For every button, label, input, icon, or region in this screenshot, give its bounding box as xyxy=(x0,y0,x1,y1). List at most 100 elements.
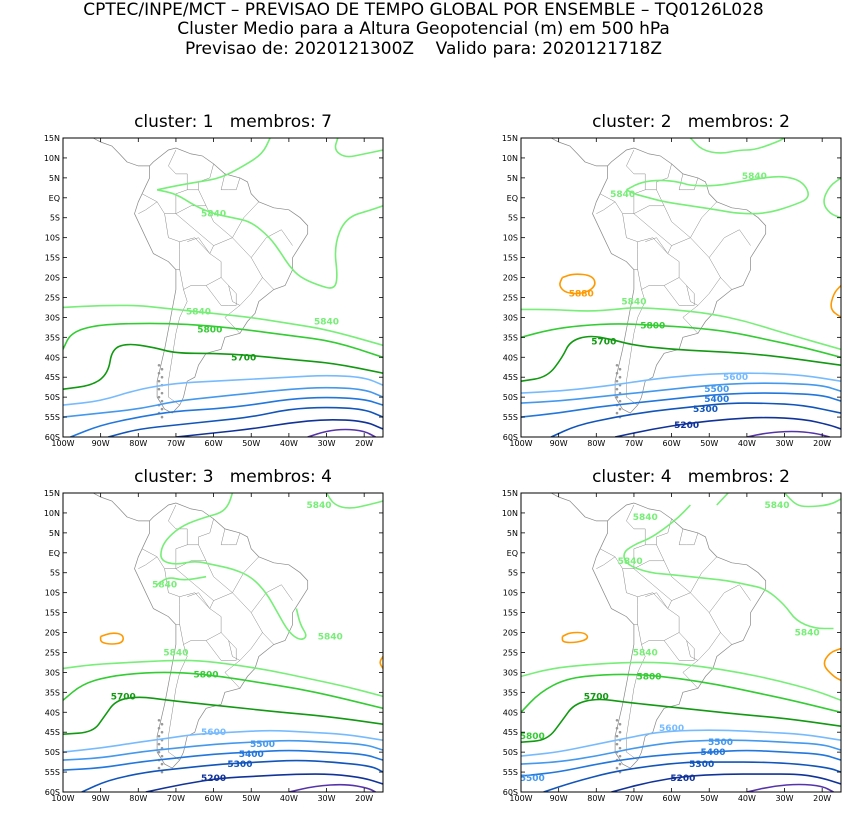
chile-island xyxy=(618,746,622,750)
contour-5300 xyxy=(543,761,841,792)
country-border xyxy=(187,163,214,191)
contour-label: 5500 xyxy=(520,774,545,784)
chile-island xyxy=(157,718,161,722)
contour-label: 5840 xyxy=(764,501,789,511)
chile-island xyxy=(160,722,164,726)
plot-frame xyxy=(520,492,842,793)
lat-label: 55S xyxy=(503,768,518,777)
lon-label: 50W xyxy=(700,439,718,448)
contour-5400 xyxy=(63,749,383,771)
contour-label: 5840 xyxy=(742,172,767,182)
lon-label: 40W xyxy=(280,794,298,803)
contour-label: 5840 xyxy=(163,648,188,658)
lon-label: 80W xyxy=(129,794,147,803)
contour-5600 xyxy=(63,729,383,753)
country-border xyxy=(633,213,672,246)
lat-label: 5N xyxy=(507,529,518,538)
chile-island xyxy=(160,762,164,766)
map-plot: 5840 5840 5840 5880 5800 5700 5600 550054005300… xyxy=(502,134,842,448)
contour-label: 5500 xyxy=(704,385,729,395)
contour-label: 5840 xyxy=(621,297,646,307)
lat-label: 5S xyxy=(50,569,60,578)
lat-label: 55S xyxy=(45,768,60,777)
contour-label: 5400 xyxy=(239,750,264,760)
contour-label: 5300 xyxy=(693,405,718,415)
panel-title: cluster: 3 membros: 4 xyxy=(134,467,332,487)
chile-island xyxy=(160,770,164,774)
coastline xyxy=(619,473,642,481)
lon-label: 20W xyxy=(355,794,373,803)
south-america-coastline xyxy=(592,502,767,769)
chile-island xyxy=(618,754,622,758)
contour-5840 xyxy=(325,493,383,509)
contour-5840 xyxy=(156,189,383,289)
country-border xyxy=(656,544,691,593)
chile-island xyxy=(157,742,161,746)
country-border xyxy=(633,205,665,214)
chile-island xyxy=(160,391,164,395)
chile-island xyxy=(157,395,161,399)
lon-label: 60W xyxy=(663,439,681,448)
contour-5500 xyxy=(521,739,841,765)
map-panel-cluster-2: cluster: 2 membros: 2 5840 5840 5840 5880 58… xyxy=(481,112,847,472)
country-border xyxy=(708,229,751,290)
lat-label: 50S xyxy=(45,393,60,402)
chile-island xyxy=(618,367,622,371)
contour-label: 5700 xyxy=(584,692,609,702)
lat-label: 60S xyxy=(503,433,518,442)
lon-label: 60W xyxy=(663,794,681,803)
contour-label: 5500 xyxy=(708,738,733,748)
contour-5840 xyxy=(156,575,207,586)
lon-label: 40W xyxy=(738,794,756,803)
lon-label: 30W xyxy=(775,439,793,448)
country-border xyxy=(164,568,180,625)
contour-label: 5700 xyxy=(111,692,136,702)
lat-label: 5S xyxy=(508,214,518,223)
lat-label: 10N xyxy=(502,154,518,163)
contour-5840 xyxy=(334,138,383,158)
contour-5100 xyxy=(746,430,830,437)
country-border xyxy=(175,568,214,601)
map-area: 5840 5840 5840 5880 5800 5700 5600 550054005300… xyxy=(521,138,841,437)
chile-island xyxy=(157,766,161,770)
contour-5880 xyxy=(830,284,841,319)
lon-label: 100W xyxy=(509,439,532,448)
contour-5200 xyxy=(611,773,841,792)
country-border xyxy=(690,201,717,238)
lat-label: 20S xyxy=(503,629,518,638)
contour-5840 xyxy=(160,493,307,640)
contour-label: 5840 xyxy=(152,581,177,591)
country-border xyxy=(678,173,699,191)
lon-label: 60W xyxy=(205,439,223,448)
coastline xyxy=(550,493,608,522)
lat-label: 10S xyxy=(45,589,60,598)
contour-5840 xyxy=(521,661,841,702)
country-border xyxy=(239,277,263,306)
contour-5880 xyxy=(823,647,841,682)
chile-island xyxy=(157,387,161,391)
contour-label: 5600 xyxy=(723,373,748,383)
lat-label: 60S xyxy=(45,433,60,442)
lat-label: 25S xyxy=(503,293,518,302)
chile-island xyxy=(615,411,619,415)
chile-island xyxy=(157,363,161,367)
contour-5100 xyxy=(307,428,376,437)
lat-label: 15S xyxy=(503,609,518,618)
contour-5840 xyxy=(521,307,841,351)
chile-island xyxy=(615,363,619,367)
country-border xyxy=(175,560,207,569)
map-plot: 5840 5840 5840 5840 5800 5700 5600 550054005300… xyxy=(44,489,384,803)
south-america-coastline xyxy=(134,502,309,769)
coastline xyxy=(92,493,150,522)
lat-label: EQ xyxy=(49,194,60,203)
country-border xyxy=(633,568,672,601)
country-border xyxy=(645,518,672,546)
lat-label: 30S xyxy=(45,668,60,677)
lat-label: 15S xyxy=(45,254,60,263)
lon-label: 20W xyxy=(355,439,373,448)
lon-label: 90W xyxy=(92,794,110,803)
chile-island xyxy=(157,379,161,383)
country-border xyxy=(708,584,751,645)
country-border xyxy=(250,584,293,645)
lon-label: 80W xyxy=(587,439,605,448)
